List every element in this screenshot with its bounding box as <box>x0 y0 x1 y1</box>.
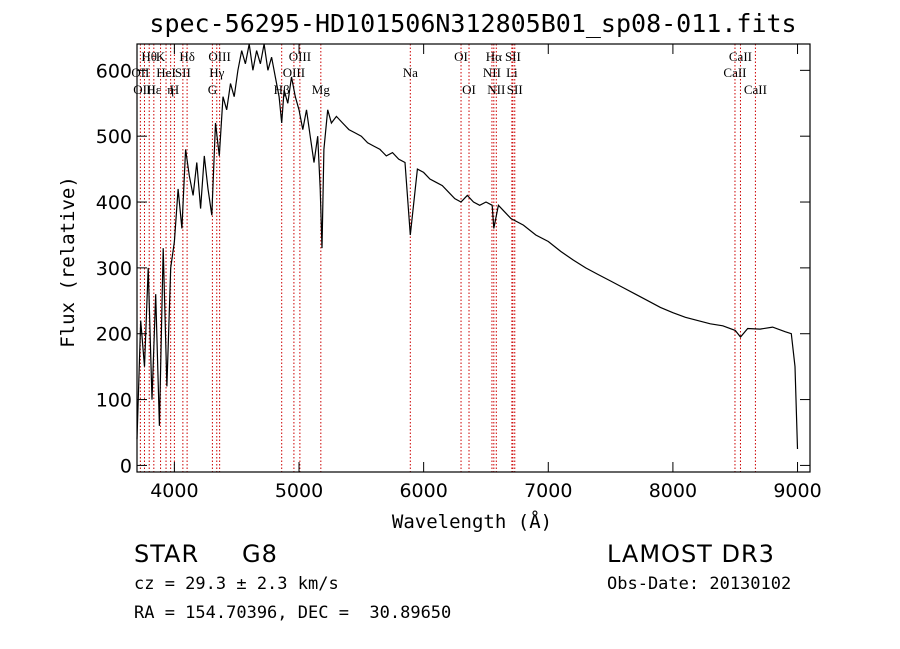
x-tick-label: 9000 <box>773 480 821 502</box>
object-subclass: G8 <box>242 540 278 568</box>
line-label-g: G <box>208 82 217 97</box>
line-label-heps: Hε <box>146 82 161 97</box>
spectrum-line <box>136 43 799 450</box>
line-label-nii-6548: NII <box>483 65 501 80</box>
line-label-caii-8498: CaII <box>723 65 746 80</box>
x-tick-label: 5000 <box>275 480 323 502</box>
line-label-hzeta: K <box>156 49 166 64</box>
x-tick-label: 6000 <box>399 480 447 502</box>
line-label-oi-6300: OI <box>454 49 468 64</box>
line-label-hdelta: Hδ <box>179 49 195 64</box>
line-label-hgamma: Hγ <box>209 65 224 80</box>
line-label-oiii-5007: OIII <box>289 49 311 64</box>
line-label-caii-8542: CaII <box>729 49 752 64</box>
survey-name: LAMOST DR3 <box>607 540 775 568</box>
line-label-halpha: Hα <box>486 49 502 64</box>
line-label-oiii-4959: OIII <box>283 65 305 80</box>
y-tick-label: 300 <box>96 258 132 280</box>
line-label-oi-6364: OI <box>462 82 476 97</box>
line-label-na: Na <box>403 65 418 80</box>
line-label-h: H <box>170 82 179 97</box>
y-tick-label: 400 <box>96 192 132 214</box>
line-label-hei: HeI <box>156 65 176 80</box>
x-axis-ticks: 4000 5000 6000 7000 8000 9000 <box>150 44 822 502</box>
coordinates: RA = 154.70396, DEC = 30.89650 <box>134 603 452 623</box>
line-label-sii-6731: SII <box>507 82 523 97</box>
line-label-sii-4068: SII <box>175 65 191 80</box>
line-label-hbeta: Hβ <box>274 82 290 97</box>
emission-line-markers <box>139 44 756 472</box>
plot-frame <box>136 43 811 473</box>
line-label-caii-8662: CaII <box>744 82 767 97</box>
obs-date: Obs-Date: 20130102 <box>607 574 792 594</box>
line-label-oiii: OIII <box>133 82 155 97</box>
x-tick-label: 7000 <box>524 480 572 502</box>
line-label-caii: Hθ <box>141 49 157 64</box>
y-tick-label: 600 <box>96 60 132 82</box>
line-label-nii-6583: NII <box>487 82 505 97</box>
x-tick-label: 8000 <box>649 480 697 502</box>
y-axis-ticks: 0 100 200 300 400 500 600 <box>96 60 810 477</box>
y-tick-label: 200 <box>96 324 132 346</box>
chart-title: spec-56295-HD101506N312805B01_sp08-011.f… <box>149 9 796 38</box>
y-tick-label: 500 <box>96 126 132 148</box>
line-label-oii: OII <box>131 65 149 80</box>
line-label-mg: Mg <box>312 82 331 97</box>
y-axis-title: Flux (relative) <box>57 176 79 348</box>
y-tick-label: 100 <box>96 390 132 412</box>
line-label-sii-6716: SII <box>505 49 521 64</box>
object-class: STAR <box>134 540 200 568</box>
line-label-heta: η <box>167 82 174 97</box>
x-tick-label: 4000 <box>150 480 198 502</box>
y-tick-label: 0 <box>120 455 132 477</box>
line-label-li: Li <box>506 65 518 80</box>
x-axis-title: Wavelength (Å) <box>392 510 552 533</box>
redshift-value: cz = 29.3 ± 2.3 km/s <box>134 574 339 594</box>
line-label-oiii-4363: OIII <box>208 49 230 64</box>
